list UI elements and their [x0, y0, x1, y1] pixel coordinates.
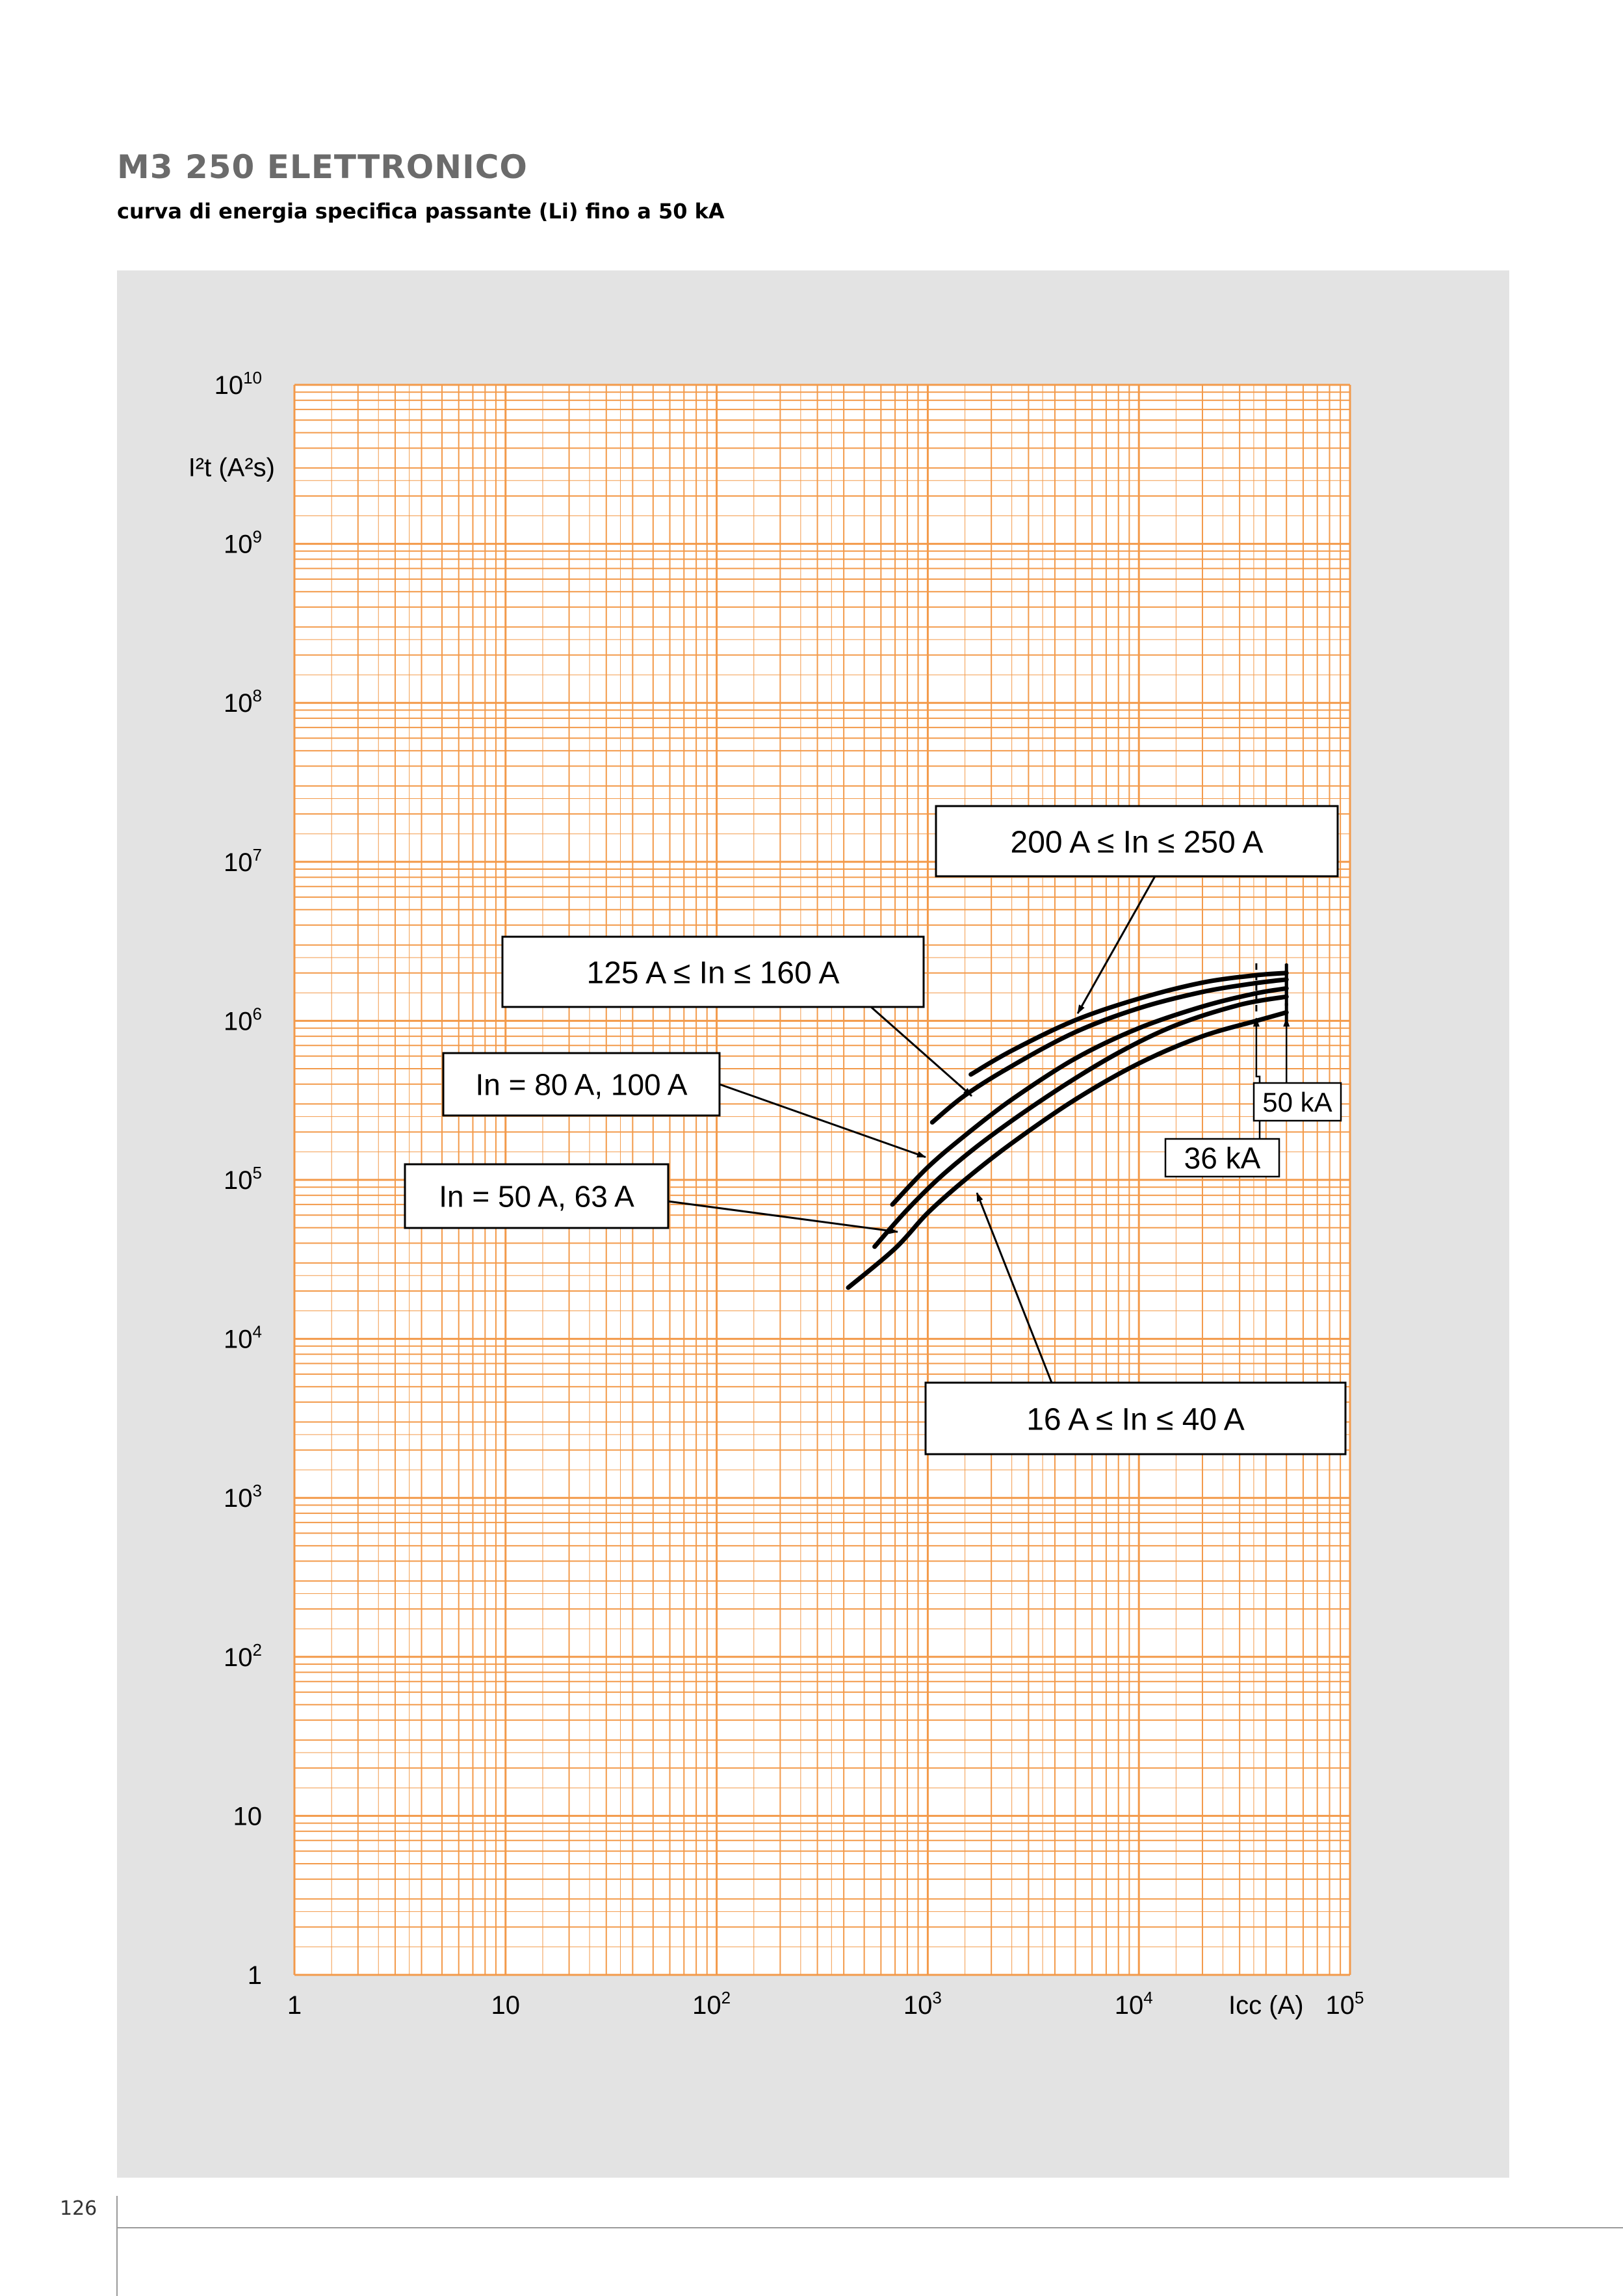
annotation-arrow: [976, 1192, 1053, 1383]
annotation-arrow: [870, 1006, 972, 1097]
x-tick-label: 1: [287, 1991, 302, 2020]
y-tick-label-exponent: 7: [253, 845, 262, 865]
annotation-arrow: [668, 1200, 898, 1234]
y-tick-label: 107: [224, 845, 262, 877]
y-tick-label-base: 10: [224, 1166, 253, 1195]
annotation-36ka-label: 36 kA: [1184, 1141, 1261, 1175]
y-tick-label: 10: [233, 1802, 263, 1831]
x-tick-label-base: 10: [1326, 1991, 1355, 2020]
y-tick-label-base: 10: [224, 1643, 253, 1672]
annotation-arrow: [1076, 876, 1156, 1014]
annotation-label: In = 50 A, 63 A: [439, 1180, 634, 1214]
y-tick-label-exponent: 5: [253, 1163, 262, 1182]
annotation-label: 200 A ≤ In ≤ 250 A: [1011, 825, 1264, 859]
y-tick-label-exponent: 2: [253, 1640, 262, 1660]
x-tick-label-base: 10: [692, 1991, 721, 2020]
series-line: [846, 1010, 1289, 1290]
y-tick-label: 102: [224, 1640, 262, 1672]
footer-divider: [117, 2227, 1623, 2228]
y-tick-label: 104: [224, 1322, 262, 1354]
annotation-50ka-box: [1253, 1082, 1342, 1122]
annotation-box: [404, 1163, 669, 1229]
chart-axes: 1 10 102 103 104 1051101021031041051061071081…: [188, 368, 1364, 2020]
x-tick-label: 103: [903, 1988, 942, 2020]
y-axis-label: I²t (A²s): [188, 454, 275, 482]
annotation-36ka-box: [1164, 1138, 1280, 1178]
page-title: M3 250 ELETTRONICO: [117, 148, 528, 186]
annotation-arrow: [719, 1083, 926, 1158]
annotation-label: 125 A ≤ In ≤ 160 A: [587, 956, 840, 990]
y-tick-label-base: 10: [224, 1325, 253, 1354]
x-tick-label-exponent: 5: [1355, 1988, 1364, 2007]
x-tick-label-exponent: 3: [932, 1988, 941, 2007]
y-tick-label-base: 10: [224, 848, 253, 877]
x-tick-label: 10: [491, 1991, 521, 2020]
series-line: [872, 994, 1289, 1249]
annotation-box: [924, 1381, 1347, 1455]
series-line: [890, 986, 1289, 1207]
y-tick-label-base: 10: [224, 530, 253, 559]
y-tick-label: 103: [224, 1481, 262, 1513]
y-tick-label-base: 10: [233, 1802, 263, 1831]
x-tick-label-base: 10: [491, 1991, 521, 2020]
y-tick-label-exponent: 4: [253, 1322, 262, 1342]
x-tick-label-base: 1: [287, 1991, 302, 2020]
annotation-box: [935, 805, 1339, 878]
x-tick-label-exponent: 2: [721, 1988, 731, 2007]
x-tick-label: 105: [1326, 1988, 1364, 2020]
chart-labels: 200 A ≤ In ≤ 250 A 125 A ≤ In ≤ 160 A In =…: [404, 805, 1347, 1455]
x-tick-label-exponent: 4: [1143, 1988, 1152, 2007]
y-tick-label-exponent: 8: [253, 686, 262, 705]
series-line: [968, 971, 1289, 1077]
y-tick-label-base: 10: [224, 1484, 253, 1513]
y-tick-label: 106: [224, 1004, 262, 1036]
y-tick-label-exponent: 10: [243, 368, 262, 387]
y-tick-label-exponent: 9: [253, 527, 262, 547]
y-tick-label-exponent: 3: [253, 1481, 262, 1500]
y-tick-label: 1: [248, 1961, 262, 1990]
x-axis-label: Icc (A): [1228, 1991, 1304, 2020]
chart-panel: 1 10 102 103 104 105 1 10 102 103 104 105 106 107 108 1…: [117, 270, 1509, 2178]
y-tick-label-exponent: 6: [253, 1004, 262, 1023]
x-tick-label: 104: [1115, 1988, 1153, 2020]
annotation-box: [501, 935, 925, 1008]
chart-curves: [846, 963, 1289, 1290]
annotation-box: [442, 1052, 721, 1117]
page-number: 126: [60, 2197, 97, 2220]
annotation-50ka-label: 50 kA: [1262, 1087, 1332, 1117]
annotation-label: In = 80 A, 100 A: [475, 1068, 687, 1102]
y-tick-label-base: 10: [224, 1007, 253, 1036]
y-tick-label: 1010: [214, 368, 262, 400]
y-tick-label: 109: [224, 527, 262, 559]
x-tick-label: 102: [692, 1988, 731, 2020]
x-tick-label-base: 10: [1115, 1991, 1144, 2020]
series-line: [929, 977, 1289, 1125]
page-subtitle: curva di energia specifica passante (Li)…: [117, 199, 725, 224]
y-tick-label-base: 1: [248, 1961, 262, 1990]
y-tick-label: 105: [224, 1163, 262, 1195]
footer-margin-line: [116, 2196, 118, 2296]
y-tick-label-base: 10: [214, 371, 244, 400]
annotation-label: 16 A ≤ In ≤ 40 A: [1026, 1402, 1245, 1437]
x-tick-label-base: 10: [903, 1991, 933, 2020]
y-tick-label: 108: [224, 686, 262, 718]
y-tick-label-base: 10: [224, 689, 253, 718]
chart-svg: 1 10 102 103 104 1051101021031041051061071081…: [188, 368, 1364, 2020]
